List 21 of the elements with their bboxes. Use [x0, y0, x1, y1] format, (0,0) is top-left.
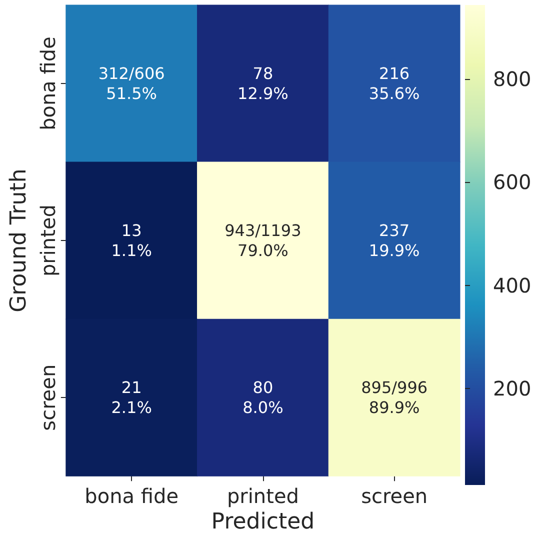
color-bar-label: 200	[493, 376, 532, 400]
data-label: 216 35.6%	[368, 64, 420, 104]
data-label: 237 19.9%	[368, 221, 420, 260]
data-label: 78 12.9%	[238, 64, 288, 104]
y-axis-title: Ground Truth	[6, 168, 32, 312]
data-label: 21 2.1%	[111, 378, 152, 418]
color-bar-label: 800	[493, 66, 532, 91]
x-tick-label: bona fide	[84, 484, 178, 508]
data-label: 895/996 89.9%	[361, 378, 428, 418]
data-label: 943/1193 79.0%	[224, 221, 302, 260]
data-label: 312/606 51.5%	[98, 64, 165, 104]
x-axis-title: Predicted	[211, 510, 315, 534]
x-tick-label: printed	[226, 484, 299, 508]
y-tick-label: bona fide	[36, 36, 60, 130]
data-label: 80 8.0%	[242, 378, 284, 418]
data-label: 13 1.1%	[111, 221, 152, 260]
y-tick-label: printed	[36, 204, 60, 277]
color-bar-label: 600	[493, 170, 532, 194]
y-tick-label: screen	[36, 364, 60, 431]
x-tick-label: screen	[361, 484, 428, 508]
color-bar-label: 400	[493, 273, 532, 298]
